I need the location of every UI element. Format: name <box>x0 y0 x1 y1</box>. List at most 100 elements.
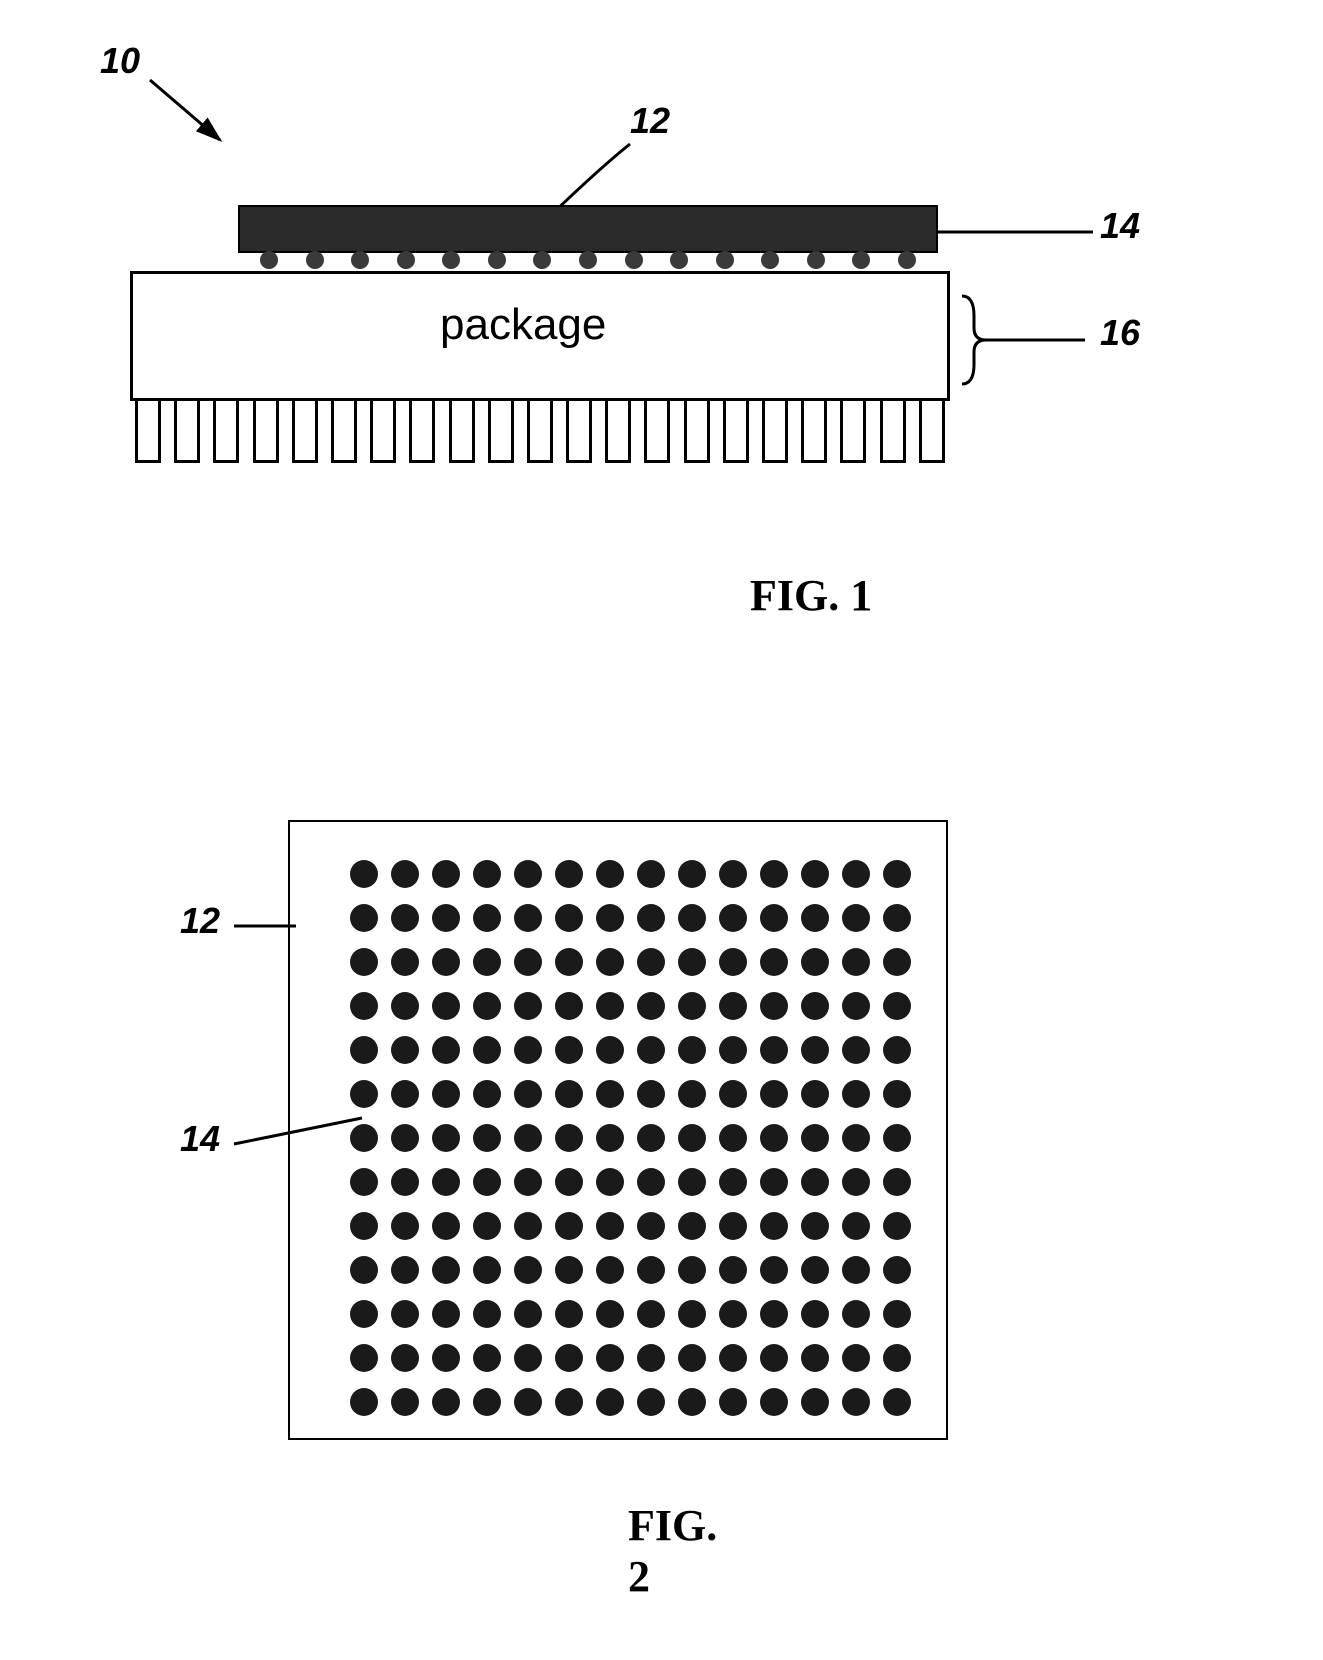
solder-ball <box>473 1388 501 1416</box>
pin <box>762 401 788 463</box>
solder-ball <box>719 1344 747 1372</box>
solder-ball <box>678 860 706 888</box>
solder-ball <box>842 1124 870 1152</box>
solder-ball <box>473 992 501 1020</box>
pin <box>919 401 945 463</box>
solder-ball <box>678 1168 706 1196</box>
pin <box>135 401 161 463</box>
solder-ball <box>432 1256 460 1284</box>
solder-ball <box>596 1300 624 1328</box>
solder-ball <box>719 1080 747 1108</box>
solder-ball <box>432 1344 460 1372</box>
solder-ball <box>842 1388 870 1416</box>
solder-ball <box>801 1080 829 1108</box>
solder-ball <box>678 948 706 976</box>
solder-ball <box>350 1388 378 1416</box>
solder-ball <box>760 1212 788 1240</box>
solder-ball <box>883 1124 911 1152</box>
pin <box>566 401 592 463</box>
solder-ball <box>596 1124 624 1152</box>
solder-ball <box>473 1212 501 1240</box>
solder-ball <box>883 1388 911 1416</box>
solder-ball <box>514 1080 542 1108</box>
bump-row <box>260 251 916 271</box>
pin <box>723 401 749 463</box>
solder-ball <box>637 1388 665 1416</box>
solder-ball <box>596 1212 624 1240</box>
solder-ball <box>719 1212 747 1240</box>
solder-ball <box>350 904 378 932</box>
solder-ball <box>596 1036 624 1064</box>
chip-die <box>238 205 938 253</box>
solder-ball <box>350 1344 378 1372</box>
solder-ball <box>555 1256 583 1284</box>
solder-ball <box>842 1036 870 1064</box>
solder-ball <box>514 1300 542 1328</box>
bump <box>442 251 460 269</box>
solder-ball <box>801 860 829 888</box>
solder-ball <box>432 860 460 888</box>
solder-ball <box>760 1124 788 1152</box>
solder-ball <box>473 1168 501 1196</box>
solder-ball <box>555 1168 583 1196</box>
solder-ball <box>391 1168 419 1196</box>
solder-ball <box>391 904 419 932</box>
pin <box>527 401 553 463</box>
pin <box>253 401 279 463</box>
solder-ball <box>883 992 911 1020</box>
pin <box>292 401 318 463</box>
bump <box>716 251 734 269</box>
solder-ball <box>473 1344 501 1372</box>
solder-ball <box>391 1124 419 1152</box>
solder-ball <box>883 1256 911 1284</box>
solder-ball <box>473 1036 501 1064</box>
solder-ball <box>801 1256 829 1284</box>
solder-ball <box>760 948 788 976</box>
solder-ball <box>596 904 624 932</box>
solder-ball <box>555 1124 583 1152</box>
pin <box>488 401 514 463</box>
label-12-fig1: 12 <box>630 100 670 142</box>
bump <box>852 251 870 269</box>
solder-ball <box>514 1212 542 1240</box>
pin <box>684 401 710 463</box>
solder-ball <box>678 1212 706 1240</box>
solder-ball <box>719 992 747 1020</box>
fig2-caption: FIG. 2 <box>628 1500 717 1602</box>
solder-ball <box>473 1080 501 1108</box>
solder-ball <box>596 860 624 888</box>
solder-ball <box>432 992 460 1020</box>
label-14-fig1: 14 <box>1100 205 1140 247</box>
solder-ball <box>555 948 583 976</box>
bump <box>397 251 415 269</box>
solder-ball <box>678 1036 706 1064</box>
solder-ball <box>801 1168 829 1196</box>
solder-ball <box>350 860 378 888</box>
pin <box>801 401 827 463</box>
solder-ball <box>432 1388 460 1416</box>
bump <box>807 251 825 269</box>
solder-ball <box>637 948 665 976</box>
solder-ball <box>637 992 665 1020</box>
solder-ball <box>842 1344 870 1372</box>
solder-ball <box>842 904 870 932</box>
solder-ball <box>432 1300 460 1328</box>
pin <box>449 401 475 463</box>
solder-ball <box>555 1080 583 1108</box>
pin <box>605 401 631 463</box>
solder-ball <box>514 1124 542 1152</box>
ball-grid <box>350 860 911 1416</box>
solder-ball <box>637 1344 665 1372</box>
solder-ball <box>801 1344 829 1372</box>
solder-ball <box>514 1256 542 1284</box>
solder-ball <box>801 1036 829 1064</box>
solder-ball <box>514 948 542 976</box>
label-14-fig2: 14 <box>180 1118 220 1160</box>
bump <box>761 251 779 269</box>
solder-ball <box>596 1388 624 1416</box>
solder-ball <box>637 1080 665 1108</box>
solder-ball <box>514 860 542 888</box>
solder-ball <box>596 1080 624 1108</box>
solder-ball <box>432 948 460 976</box>
label-10: 10 <box>100 40 140 82</box>
